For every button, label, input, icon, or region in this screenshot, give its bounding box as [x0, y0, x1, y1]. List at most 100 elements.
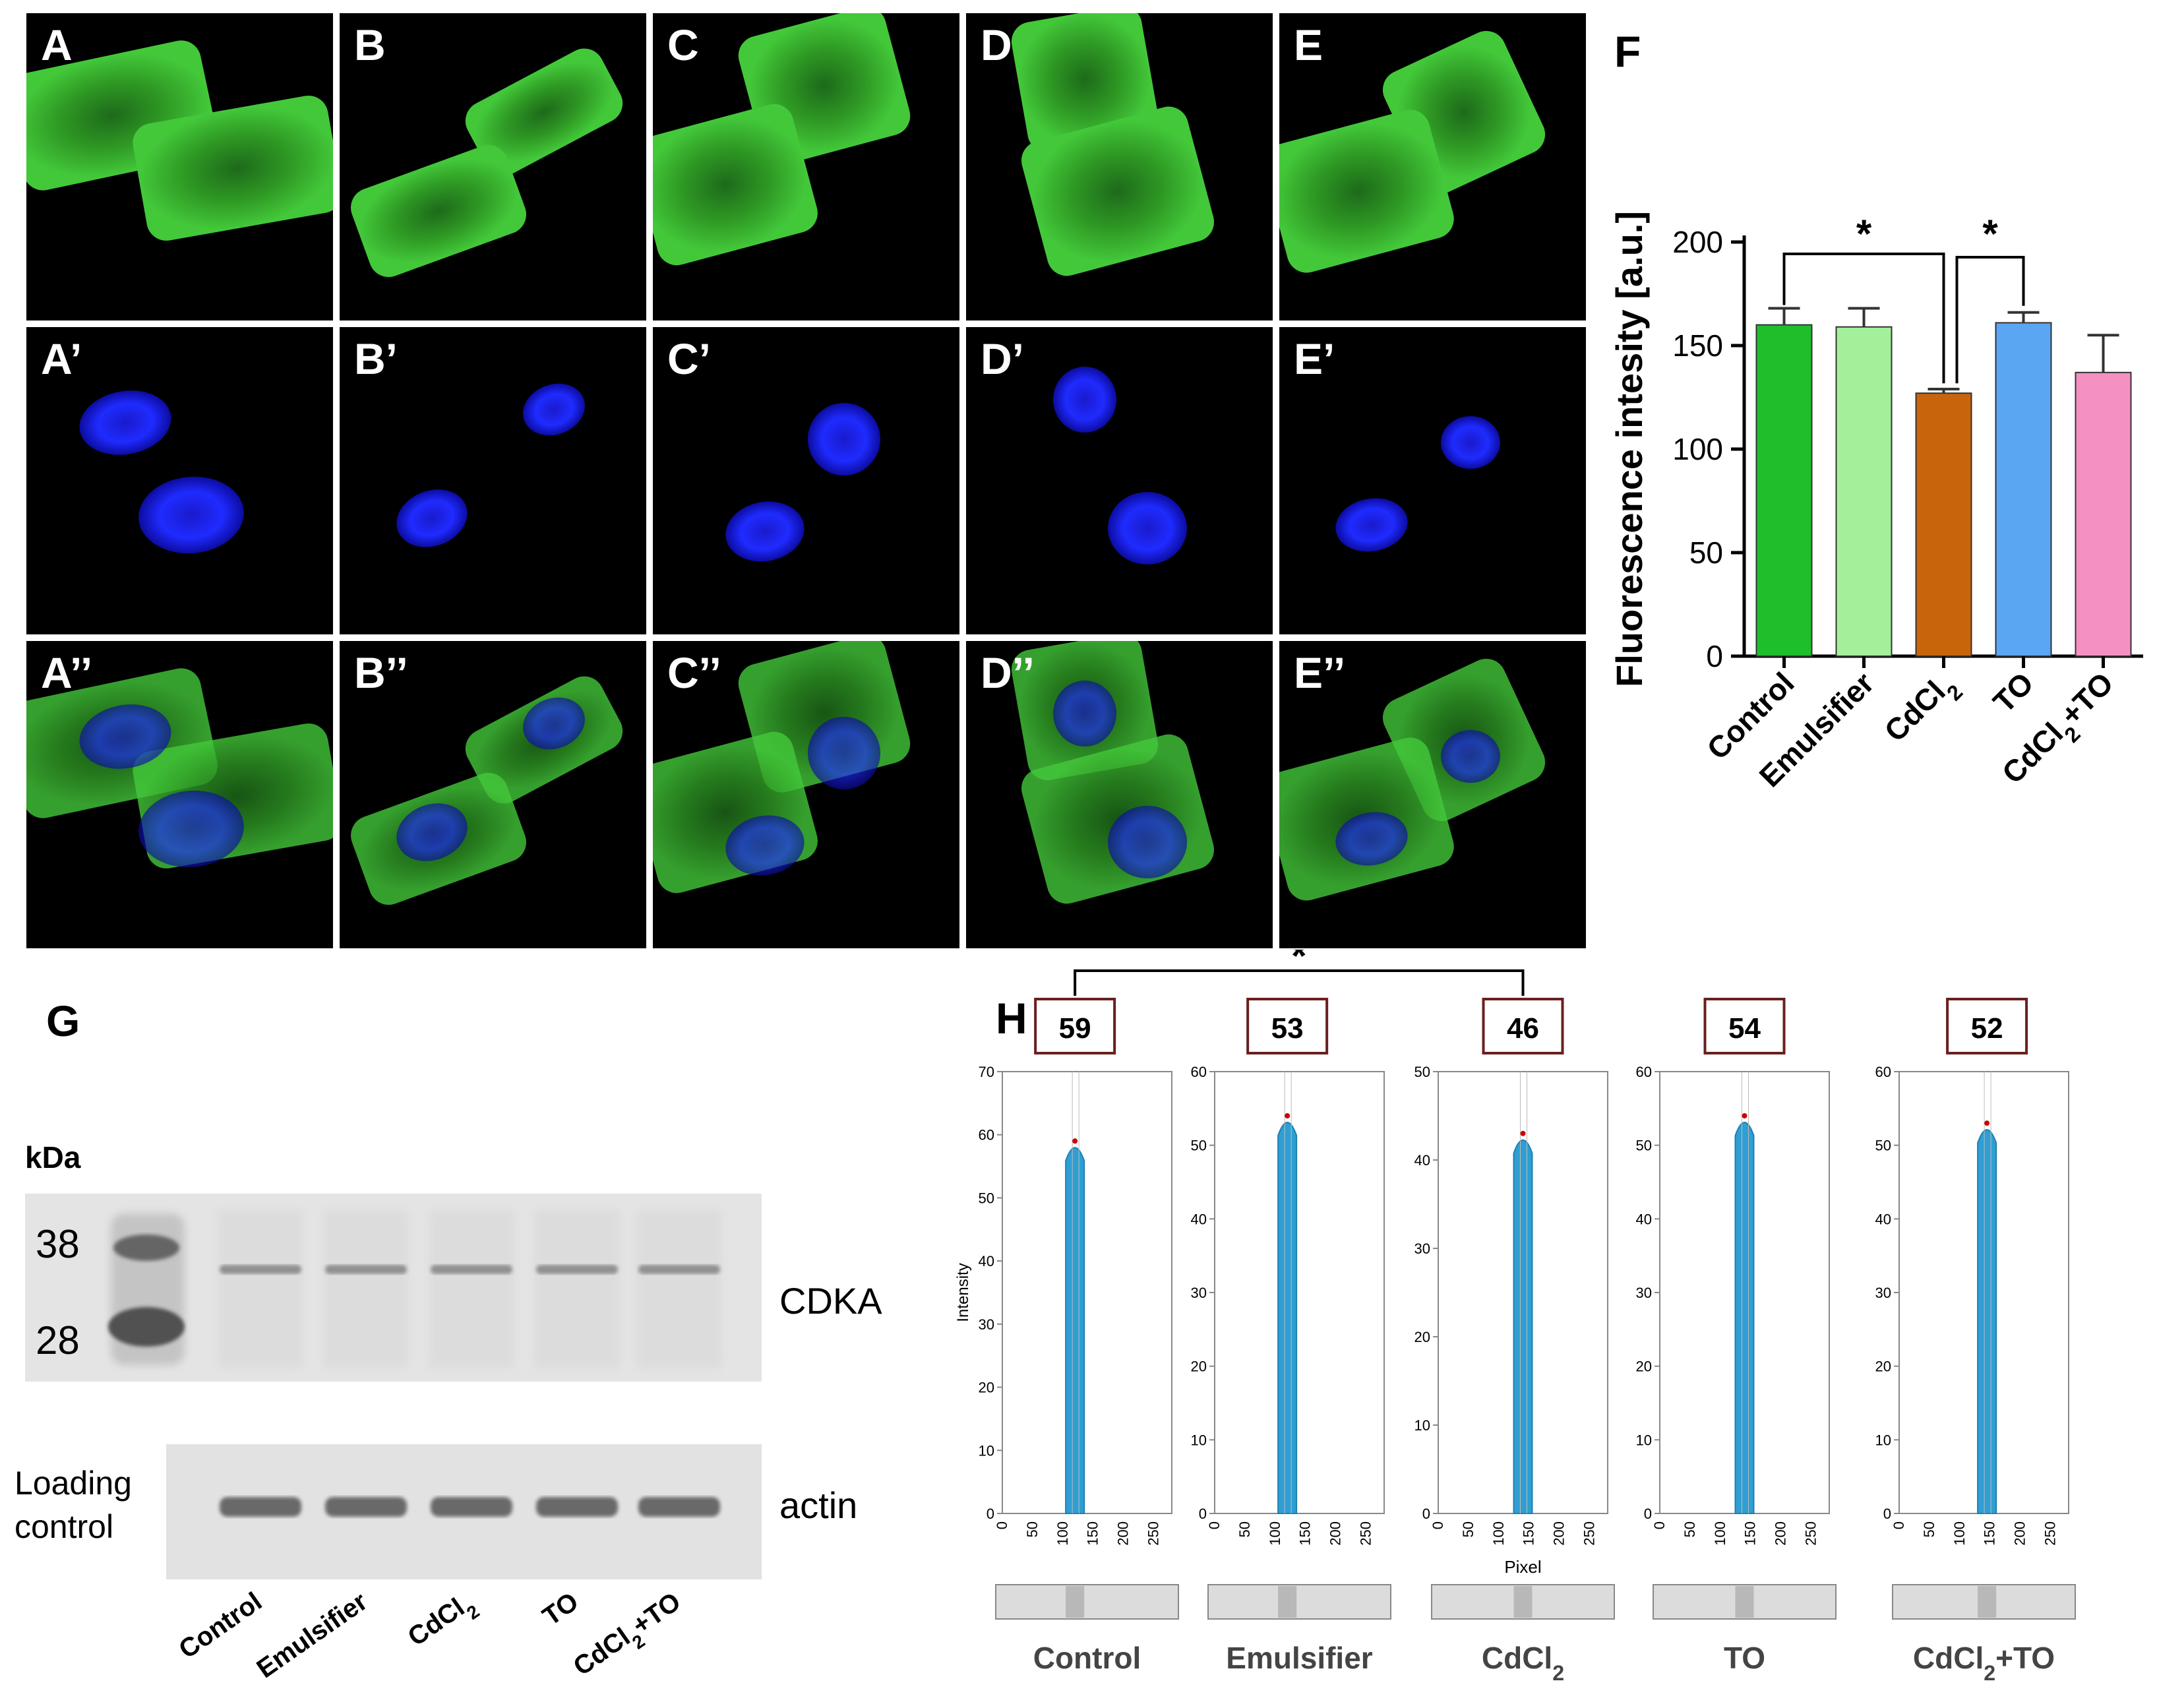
h-y-tick-label: 20: [1875, 1358, 1891, 1375]
h-x-tick-label: 250: [1802, 1521, 1819, 1546]
h-value-text: 46: [1507, 1012, 1539, 1045]
f-bar: [1915, 392, 1972, 657]
nucleus: [396, 803, 468, 861]
h-x-tick-label: 100: [1712, 1521, 1728, 1546]
micrograph-4-0: E: [1279, 13, 1586, 320]
nucleus: [808, 717, 880, 789]
micrograph-image: [1011, 641, 1215, 904]
h-y-tick-label: 50: [1414, 1064, 1430, 1080]
micrograph-image: [26, 668, 333, 869]
h-x-tick-label: 0: [1206, 1521, 1223, 1529]
cell-body: [1021, 106, 1215, 276]
h-x-tick-label: 100: [1054, 1521, 1071, 1546]
h-strip-band: [1735, 1586, 1754, 1618]
h-y-tick-label: 20: [979, 1380, 994, 1396]
f-y-tick-label: 100: [1672, 432, 1723, 466]
h-x-tick-label: 100: [1490, 1521, 1507, 1546]
f-bar: [1995, 322, 2052, 657]
h-strip-band: [1066, 1586, 1085, 1618]
f-x-tick-label: Emulsifier: [1753, 665, 1881, 793]
h-value-box: [1034, 998, 1116, 1054]
h-value-text: 54: [1728, 1012, 1761, 1045]
h-peak-area: [1734, 1122, 1755, 1514]
h-x-tick-label: 100: [1951, 1521, 1968, 1546]
nucleus: [808, 403, 880, 475]
h-strip-band: [1978, 1586, 1997, 1618]
h-y-tick-label: 40: [1191, 1211, 1207, 1227]
panel-label: B’: [354, 334, 398, 383]
actin-band: [220, 1497, 301, 1517]
h-y-tick-label: 50: [1875, 1138, 1891, 1154]
h-y-tick-label: 30: [979, 1316, 994, 1333]
f-x-tick-label: Control: [1700, 665, 1800, 766]
panel-g-label: G: [46, 996, 80, 1045]
micrograph-image: [725, 403, 880, 562]
nucleus: [725, 815, 805, 876]
cell-body: [653, 104, 818, 266]
nucleus: [79, 390, 171, 455]
f-sig-star-2: *: [1982, 212, 1998, 256]
h-x-axis-label: Pixel: [1504, 1557, 1541, 1577]
panel-label: D’’: [981, 648, 1035, 697]
h-y-tick-label: 40: [1636, 1211, 1652, 1227]
h-value-box: [1946, 998, 2028, 1054]
micrograph-2-1: C’: [653, 327, 959, 634]
h-y-tick-label: 10: [1875, 1432, 1891, 1448]
micrograph-3-2: D’’: [966, 641, 1273, 948]
h-y-tick-label: 60: [1636, 1064, 1652, 1080]
actin-band: [638, 1497, 720, 1517]
f-x-tick-label: CdCl2: [1877, 665, 1967, 755]
h-y-tick-label: 30: [1875, 1285, 1891, 1301]
h-value-box: [1703, 998, 1786, 1054]
h-x-tick-label: 50: [1921, 1521, 1937, 1537]
cell-body: [351, 144, 526, 278]
f-y-axis-label: Fluorescence intesity [a.u.]: [1608, 211, 1650, 687]
micrograph-0-1: A’: [26, 327, 333, 634]
nucleus: [1053, 367, 1116, 433]
micrograph-image: [351, 676, 623, 905]
f-sig-bracket-2: [1955, 256, 2025, 384]
h-x-tick-label: 50: [1236, 1521, 1253, 1537]
h-y-tick-label: 0: [1422, 1506, 1430, 1522]
panel-h-label: H: [996, 994, 1027, 1043]
nucleus: [1441, 730, 1500, 783]
h-y-tick-label: 70: [979, 1064, 994, 1080]
marker-38: 38: [36, 1222, 80, 1266]
h-x-tick-label: 0: [1430, 1521, 1446, 1529]
nucleus: [1335, 498, 1408, 552]
h-peak-area: [1065, 1147, 1085, 1514]
panel-f-label: F: [1614, 27, 1641, 76]
marker-28: 28: [36, 1318, 80, 1362]
micrograph-0-0: A: [26, 13, 333, 320]
cell-body: [1011, 13, 1159, 153]
f-x-tick-label: CdCl2+TO: [1995, 665, 2127, 797]
h-y-tick-label: 10: [979, 1442, 994, 1459]
h-x-tick-label: 150: [1085, 1521, 1101, 1546]
panel-label: C’: [667, 334, 711, 383]
panel-label: E’’: [1294, 648, 1346, 697]
h-strip: [995, 1584, 1179, 1620]
micrograph-image: [653, 13, 911, 266]
h-y-tick-label: 50: [979, 1190, 994, 1206]
nucleus: [1441, 416, 1500, 469]
h-y-tick-label: 0: [1883, 1506, 1891, 1522]
panel-label: A’’: [41, 648, 93, 697]
h-y-tick-label: 60: [979, 1127, 994, 1144]
lane-smear: [218, 1210, 303, 1368]
f-y-tick-label: 0: [1706, 639, 1723, 673]
h-peak-marker: [1072, 1138, 1078, 1144]
panel-label: D’: [981, 334, 1024, 383]
h-y-tick-label: 30: [1191, 1285, 1207, 1301]
micrograph-0-2: A’’: [26, 641, 333, 948]
h-sig-bracket: [1074, 969, 1525, 996]
micrograph-image: [1335, 416, 1500, 552]
micrograph-image: [1279, 30, 1546, 273]
nucleus: [138, 790, 244, 868]
f-x-tick-label: TO: [1986, 665, 2040, 719]
lane-label: TO: [537, 1587, 584, 1631]
actin-band: [536, 1497, 618, 1517]
h-value-text: 59: [1059, 1012, 1091, 1045]
h-sig-star: *: [1291, 950, 1307, 978]
